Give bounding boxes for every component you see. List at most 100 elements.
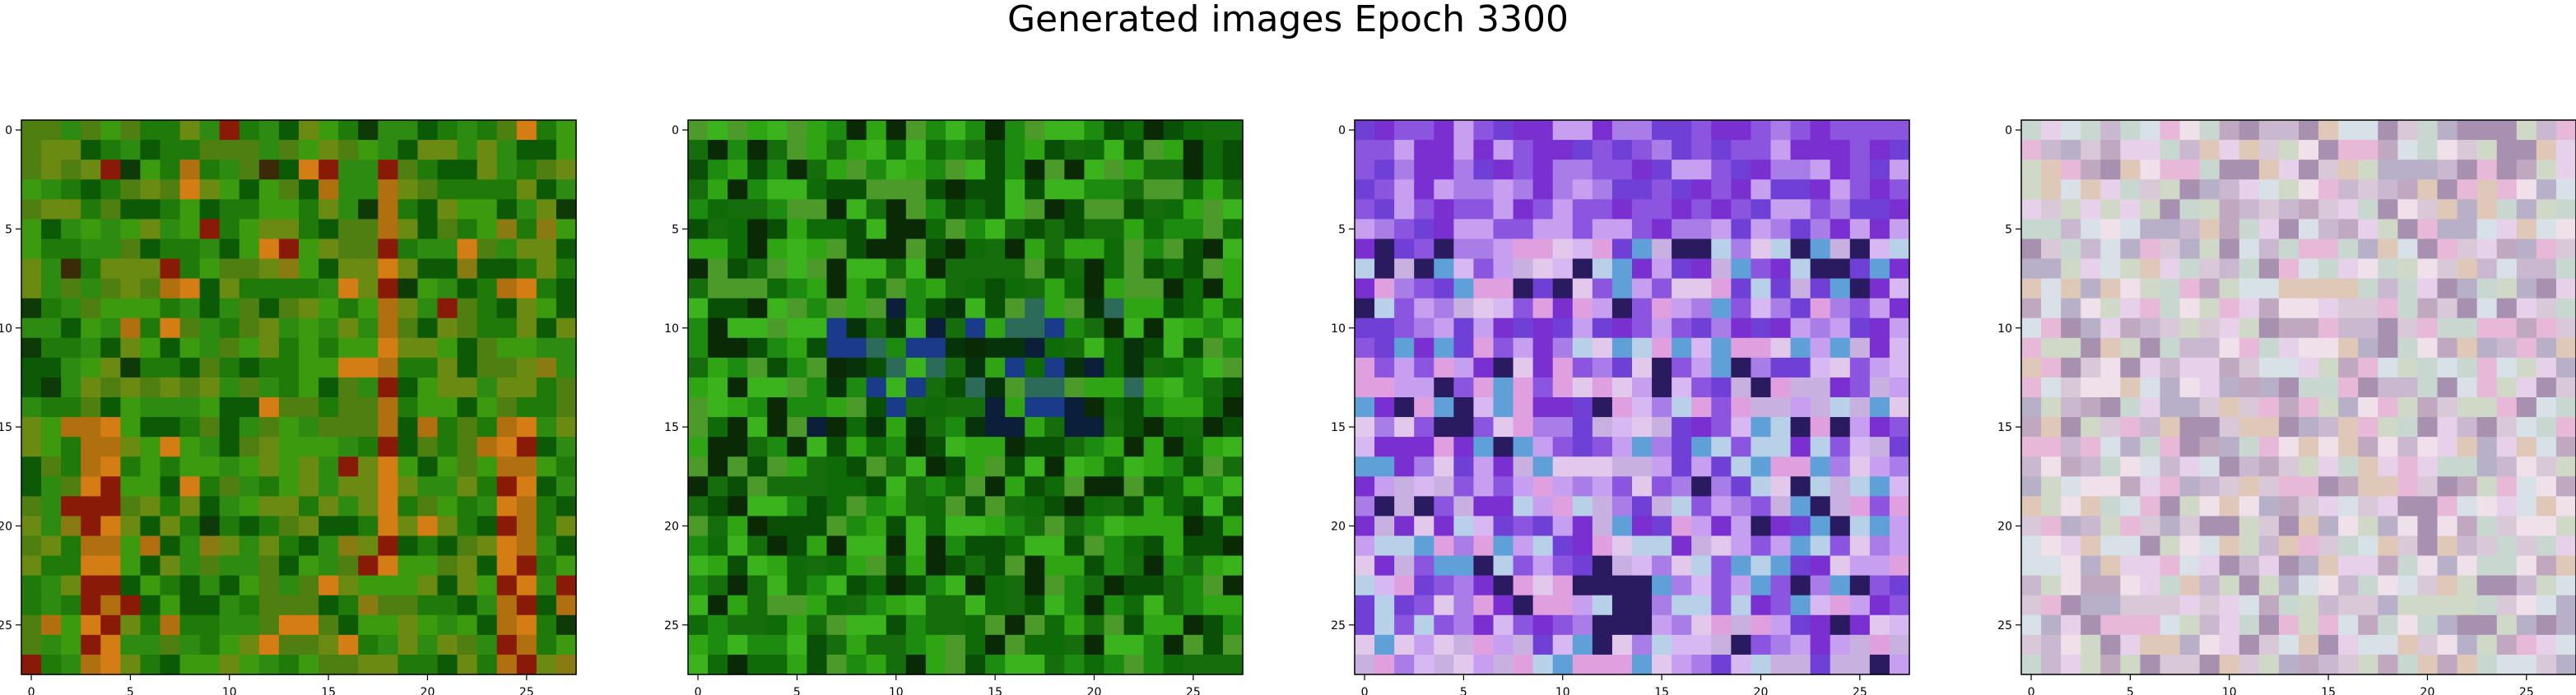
pixel-cell xyxy=(1143,357,1165,378)
pixel-cell xyxy=(1652,476,1672,497)
pixel-cell xyxy=(398,417,419,438)
pixel-cell xyxy=(747,317,768,339)
pixel-cell xyxy=(1810,535,1831,557)
pixel-cell xyxy=(985,476,1006,497)
pixel-cell xyxy=(747,258,768,280)
pixel-cell xyxy=(2239,476,2260,497)
pixel-cell xyxy=(965,298,986,319)
pixel-cell xyxy=(2536,516,2557,537)
pixel-cell xyxy=(1552,496,1574,517)
pixel-cell xyxy=(477,278,498,299)
pixel-cell xyxy=(688,199,709,220)
pixel-cell xyxy=(787,516,808,537)
pixel-cell xyxy=(866,516,887,537)
pixel-cell xyxy=(120,160,142,180)
pixel-cell xyxy=(1672,437,1692,457)
pixel-cell xyxy=(2278,278,2299,299)
pixel-cell xyxy=(457,199,478,220)
pixel-cell xyxy=(358,575,379,596)
pixel-cell xyxy=(905,614,927,636)
pixel-cell xyxy=(2239,437,2260,457)
pixel-cell xyxy=(708,239,728,260)
pixel-cell xyxy=(1493,575,1514,596)
pixel-cell xyxy=(1830,535,1851,557)
pixel-cell xyxy=(2140,535,2161,557)
pixel-cell xyxy=(1869,120,1890,141)
pixel-cell xyxy=(688,456,709,477)
pixel-cell xyxy=(1005,219,1025,240)
pixel-cell xyxy=(1532,634,1554,656)
pixel-cell xyxy=(1143,219,1165,240)
pixel-cell xyxy=(1611,179,1633,200)
pixel-cell xyxy=(2358,496,2378,517)
pixel-cell xyxy=(2061,377,2081,398)
pixel-cell xyxy=(2061,120,2081,141)
pixel-cell xyxy=(81,239,101,260)
pixel-cell xyxy=(536,476,557,497)
pixel-cell xyxy=(2239,239,2260,260)
pixel-cell xyxy=(1869,654,1890,675)
pixel-cell xyxy=(1183,654,1204,675)
pixel-cell xyxy=(1770,160,1792,180)
pixel-cell xyxy=(688,417,709,438)
pixel-cell xyxy=(1202,456,1224,477)
pixel-cell xyxy=(2299,337,2319,359)
pixel-cell xyxy=(846,219,867,240)
pixel-cell xyxy=(556,456,577,477)
pixel-cell xyxy=(708,298,728,319)
pixel-cell xyxy=(319,377,339,398)
pixel-cell xyxy=(945,357,966,378)
pixel-cell xyxy=(278,239,300,260)
pixel-cell xyxy=(1869,160,1890,180)
y-tick-label: 25 xyxy=(1997,619,2012,632)
pixel-cell xyxy=(1731,555,1752,577)
x-tick-label: 25 xyxy=(1853,686,1867,695)
pixel-cell xyxy=(556,496,577,517)
pixel-cell xyxy=(2299,535,2319,557)
pixel-cell xyxy=(1025,317,1045,339)
pixel-cell xyxy=(2358,476,2378,497)
pixel-cell xyxy=(945,437,966,457)
pixel-cell xyxy=(708,516,728,537)
pixel-cell xyxy=(140,258,161,280)
pixel-cell xyxy=(1711,516,1732,537)
pixel-cell xyxy=(1592,160,1613,180)
pixel-cell xyxy=(2219,317,2240,339)
pixel-cell xyxy=(1849,199,1871,220)
pixel-cell xyxy=(2417,120,2439,141)
pixel-cell xyxy=(2041,239,2062,260)
pixel-cell xyxy=(1104,258,1125,280)
pixel-cell xyxy=(1810,555,1831,577)
pixel-cell xyxy=(747,614,768,636)
pixel-cell xyxy=(1434,239,1454,260)
pixel-cell xyxy=(536,160,557,180)
pixel-cell xyxy=(2219,298,2240,319)
pixel-cell xyxy=(1104,120,1125,141)
pixel-cell xyxy=(1830,654,1851,675)
pixel-cell xyxy=(299,595,319,616)
pixel-cell xyxy=(2081,614,2101,636)
pixel-cell xyxy=(2199,179,2220,200)
pixel-cell xyxy=(2100,555,2121,577)
pixel-cell xyxy=(338,199,359,220)
pixel-cell xyxy=(41,634,62,656)
pixel-cell xyxy=(140,317,161,339)
pixel-cell xyxy=(41,496,62,517)
pixel-cell xyxy=(1394,595,1415,616)
pixel-cell xyxy=(1810,337,1831,359)
pixel-cell xyxy=(1493,456,1514,477)
pixel-cell xyxy=(437,258,458,280)
pixel-cell xyxy=(1183,317,1204,339)
pixel-cell xyxy=(985,535,1006,557)
pixel-cell xyxy=(140,595,161,616)
pixel-cell xyxy=(767,337,788,359)
pixel-cell xyxy=(925,317,946,339)
pixel-cell xyxy=(1731,516,1752,537)
pixel-cell xyxy=(417,496,439,517)
pixel-cell xyxy=(1513,417,1534,438)
pixel-cell xyxy=(2120,317,2141,339)
pixel-cell xyxy=(199,199,221,220)
pixel-cell xyxy=(2417,397,2439,418)
pixel-cell xyxy=(2199,614,2220,636)
pixel-cell xyxy=(1889,456,1910,477)
